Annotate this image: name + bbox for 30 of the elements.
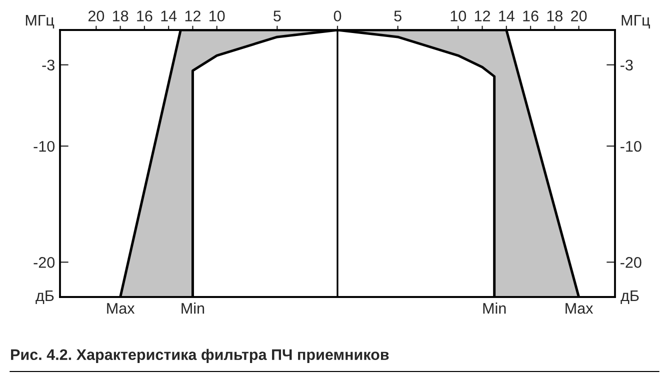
x-tick-label: 12 (185, 10, 200, 22)
annotation: Max (566, 303, 594, 314)
y-tick-label: -20 (34, 257, 55, 268)
annotation: Max (107, 303, 135, 314)
y2-tick-label: -20 (620, 257, 642, 268)
text: Рис. 4.2. Характеристика фильтра ПЧ приемников (11, 348, 389, 364)
annotation: Min (182, 302, 204, 314)
x-tick-label: 16 (523, 10, 538, 22)
x-tick-label: 14 (161, 10, 177, 22)
y-tick-label: -10 (34, 140, 55, 152)
x-tick-label: 5 (274, 10, 281, 22)
annotation: Min (483, 302, 506, 314)
x-tick-label: 18 (547, 10, 563, 22)
y2-tick-label: -3 (620, 60, 633, 71)
x-tick-label: 20 (88, 10, 104, 22)
x-tick-label: 10 (450, 10, 466, 22)
y-tick-label: -3 (42, 60, 54, 71)
x-tick-label: 18 (112, 10, 128, 22)
text: МГц (622, 14, 650, 29)
x-tick-label: 0 (334, 10, 342, 22)
x-tick-label: 16 (137, 10, 152, 22)
y2-tick-label: -10 (620, 140, 642, 152)
x-axis-title: МГц (26, 14, 54, 29)
x-tick-label: 14 (499, 10, 514, 22)
y-axis-title: дБ (36, 290, 54, 304)
x-tick-label: 10 (210, 10, 225, 22)
x-tick-label: 12 (474, 10, 490, 22)
x-tick-label: 5 (394, 10, 402, 22)
x-tick-label: 20 (571, 10, 587, 22)
y2-axis-title: дБ (620, 290, 639, 304)
